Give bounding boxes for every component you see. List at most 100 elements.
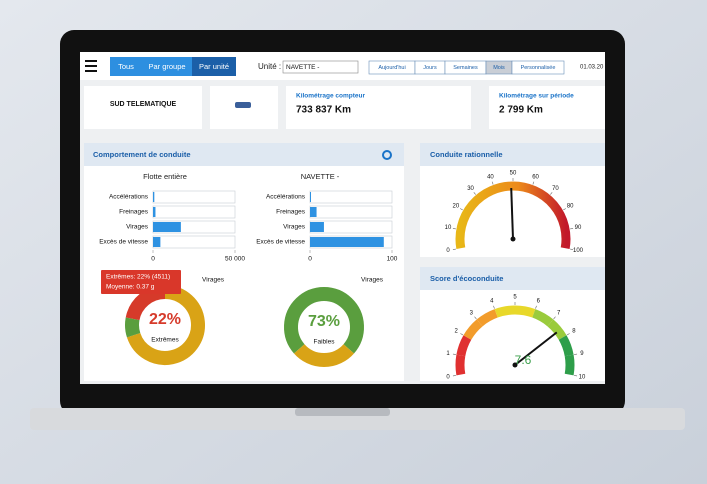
card-label: Kilométrage compteur	[296, 93, 365, 100]
chart-title: NAVETTE -	[301, 172, 340, 181]
gauge-tick-label: 60	[532, 175, 539, 181]
gauge-needle	[510, 187, 514, 240]
gauge-tick-label: 5	[513, 295, 517, 301]
bar	[153, 237, 161, 247]
gauge-tick	[535, 305, 537, 309]
category-label: Virages	[126, 224, 149, 231]
tab[interactable]	[192, 57, 236, 76]
tab-label: Tous	[118, 62, 134, 71]
card-value: 2 799 Km	[499, 105, 543, 116]
gauge-tick-label: 10	[579, 374, 586, 380]
gauge-tick-label: 9	[580, 351, 584, 357]
category-label: Freinages	[119, 209, 149, 216]
gauge-band	[547, 319, 567, 340]
gauge-tick	[452, 228, 456, 230]
period-label: Semaines	[453, 65, 478, 71]
tab[interactable]	[142, 57, 192, 76]
gauge-tick-label: 100	[573, 248, 584, 254]
gauge-hub	[510, 236, 516, 242]
category-label: Excès de vitesse	[256, 239, 305, 246]
bus-icon	[235, 102, 251, 108]
gauge-tick-label: 40	[487, 175, 494, 181]
gauge-band	[476, 309, 498, 327]
donut-title: Virages	[202, 277, 225, 284]
tab-label: Par groupe	[148, 62, 185, 71]
tab[interactable]	[110, 57, 142, 76]
gauge-tick-label: 90	[575, 225, 582, 231]
gauge-tick	[452, 353, 456, 355]
donut-value: 22%	[149, 311, 181, 328]
panel-title: Comportement de conduite	[93, 150, 191, 159]
bar	[310, 207, 317, 217]
category-label: Accélérations	[266, 194, 306, 201]
bar	[153, 222, 181, 232]
donut-title: Virages	[361, 277, 384, 284]
gauge-tick-label: 2	[454, 329, 458, 335]
gauge-band	[456, 335, 472, 357]
gauge-tick-label: 20	[452, 204, 459, 210]
panel-header	[420, 267, 605, 290]
gauge-tick	[452, 248, 456, 250]
tick-label: 0	[151, 256, 155, 263]
gauge-tick-label: 3	[470, 310, 474, 316]
panel-header	[84, 143, 404, 166]
period-label: Mois	[493, 65, 505, 71]
gauge-band	[514, 305, 536, 318]
donut-segment	[125, 317, 141, 338]
panel-title: Conduite rationnelle	[430, 150, 503, 159]
gauge-tick	[452, 375, 456, 377]
card	[286, 86, 471, 129]
gauge-band	[463, 319, 483, 340]
gauge-band	[494, 305, 516, 318]
donut-segment	[284, 287, 364, 354]
gauge-tick	[460, 208, 463, 211]
gauge-tick	[566, 333, 570, 336]
gauge-tick	[570, 248, 574, 250]
panel-header	[420, 143, 605, 166]
bar	[310, 222, 324, 232]
panel-title: Score d'écoconduite	[430, 274, 503, 283]
card-value: 733 837 Km	[296, 105, 351, 116]
gauge-tick	[460, 333, 464, 336]
gauge-tick	[491, 181, 494, 185]
menu-icon[interactable]	[85, 60, 97, 72]
tick-label: 50 000	[225, 256, 245, 263]
company: SUD TELEMATIQUE	[110, 101, 177, 108]
category-label: Excès de vitesse	[99, 239, 148, 246]
gauge-hub	[512, 362, 518, 368]
unit-select[interactable]	[282, 60, 359, 74]
tick-label: 0	[308, 256, 312, 263]
bar	[310, 192, 311, 202]
bar	[310, 237, 384, 247]
bar	[153, 207, 156, 217]
gauge-tick	[474, 316, 477, 320]
category-label: Freinages	[276, 209, 306, 216]
period-label: Jours	[423, 65, 437, 71]
gauge-tick	[550, 192, 553, 195]
donut-segment	[126, 285, 205, 365]
gauge-tick-label: 30	[467, 186, 474, 192]
gauge-tick-label: 4	[490, 299, 494, 305]
gauge-tick-label: 50	[510, 171, 517, 177]
gauge-tick-label: 0	[446, 248, 450, 254]
gauge-tick-label: 1	[446, 351, 450, 357]
gauge-needle	[514, 331, 558, 366]
card	[84, 86, 202, 129]
gauge-tick	[532, 181, 535, 185]
gauge-tick	[574, 375, 578, 377]
laptop-base	[30, 408, 685, 430]
gauge-tick	[570, 228, 574, 230]
donut-caption: Faibles	[314, 339, 336, 346]
tooltip-line: Extrêmes: 22% (4511)	[106, 274, 170, 281]
tooltip-line: Moyenne: 0.37 g	[106, 284, 155, 291]
gauge-value: 7.6	[515, 353, 532, 367]
period-button[interactable]	[511, 60, 565, 75]
card-label: Kilométrage sur période	[499, 93, 574, 100]
unit-label: Unité :	[258, 62, 281, 71]
tab-label: Par unité	[199, 62, 229, 71]
laptop-notch	[295, 408, 390, 416]
settings-icon[interactable]	[382, 150, 392, 160]
category-label: Virages	[283, 224, 306, 231]
gauge-tick	[563, 208, 566, 211]
